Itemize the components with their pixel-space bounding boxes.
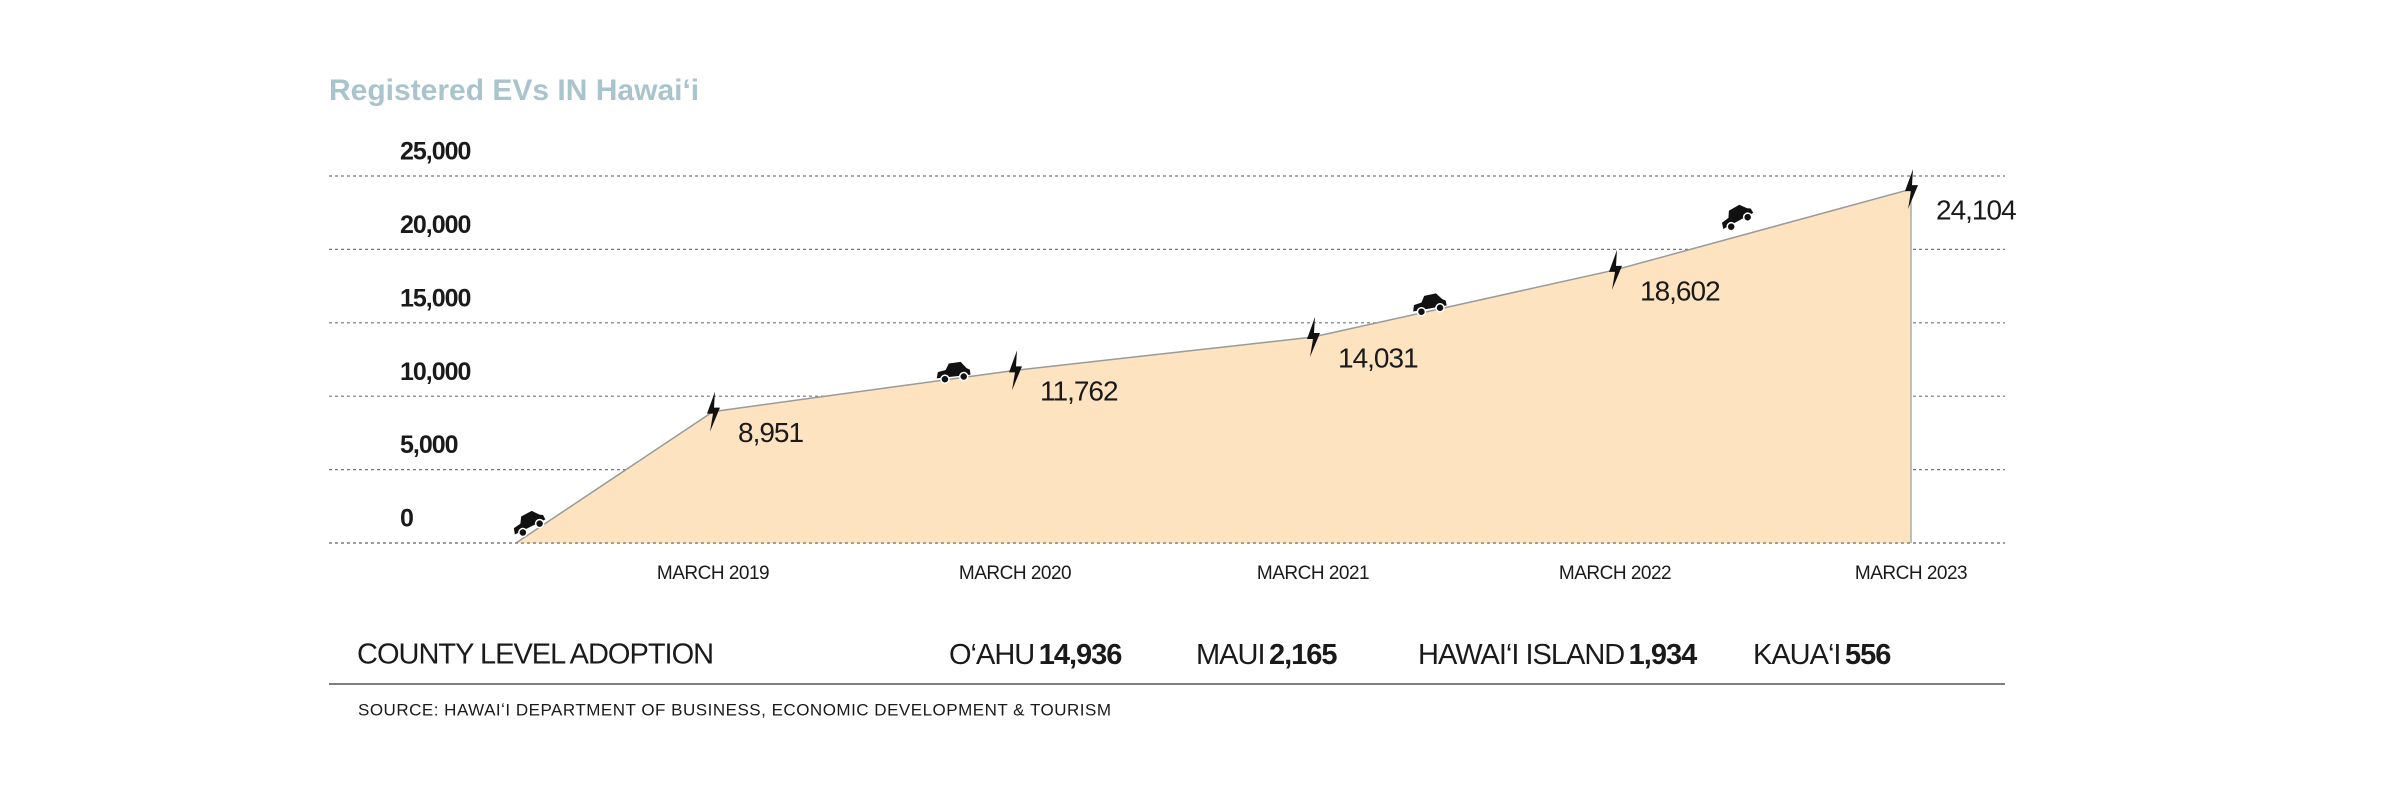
chart-title: Registered EVs IN Hawaiʻi <box>329 74 699 107</box>
car-wheel <box>1435 303 1445 313</box>
county-name: KAUA‘I <box>1753 639 1840 671</box>
county-value: 556 <box>1845 639 1891 671</box>
car-wheel <box>534 518 545 529</box>
value-label: 8,951 <box>738 417 803 448</box>
car-wheel <box>940 374 950 384</box>
county-value: 2,165 <box>1269 639 1337 671</box>
county-item: MAUI 2,165 <box>1196 639 1337 671</box>
car-body <box>1413 293 1447 312</box>
y-tick-label: 10,000 <box>400 358 471 386</box>
x-tick-label: MARCH 2021 <box>1257 563 1369 584</box>
value-label: 24,104 <box>1936 195 2016 226</box>
y-tick-label: 5,000 <box>400 431 458 459</box>
car-wheel <box>1726 221 1736 232</box>
bolt-icon <box>1905 169 1918 210</box>
line <box>515 188 1912 544</box>
car-wheel <box>958 371 969 382</box>
county-heading: COUNTY LEVEL ADOPTION <box>357 639 713 671</box>
bolt-icon <box>1609 249 1622 290</box>
bolt-icon <box>1009 350 1022 391</box>
x-tick-label: MARCH 2023 <box>1855 563 1967 584</box>
bolt-icon <box>707 391 720 432</box>
x-tick-label: MARCH 2019 <box>657 563 769 584</box>
car-wheel <box>1416 306 1427 317</box>
county-item: HAWAI‘I ISLAND 1,934 <box>1418 639 1697 671</box>
county-name: O‘AHU <box>949 639 1034 671</box>
area <box>516 189 1911 544</box>
value-label: 14,031 <box>1338 342 1418 373</box>
value-label: 18,602 <box>1640 275 1720 306</box>
y-tick-label: 25,000 <box>400 138 471 166</box>
car-wheel <box>518 527 528 538</box>
y-tick-label: 15,000 <box>400 284 471 312</box>
bolt-icon <box>1307 317 1320 358</box>
car-icon <box>513 510 546 538</box>
source: SOURCE: HAWAIʻI DEPARTMENT OF BUSINESS, … <box>358 700 1112 719</box>
x-tick-label: MARCH 2022 <box>1559 563 1671 584</box>
county-value: 1,934 <box>1629 639 1697 671</box>
value-label: 11,762 <box>1040 376 1118 407</box>
county-item: KAUA‘I 556 <box>1753 639 1891 671</box>
car-icon <box>936 361 971 384</box>
x-tick-label: MARCH 2020 <box>959 563 1071 584</box>
car-icon <box>1413 293 1447 317</box>
y-tick-label: 0 <box>400 505 413 533</box>
county-name: MAUI <box>1196 639 1265 671</box>
county-value: 14,936 <box>1039 639 1123 671</box>
car-wheel <box>1742 212 1753 222</box>
county-item: O‘AHU 14,936 <box>949 639 1122 671</box>
y-tick-label: 20,000 <box>400 211 471 239</box>
car-icon <box>1722 204 1754 232</box>
county-name: HAWAI‘I ISLAND <box>1418 639 1624 671</box>
